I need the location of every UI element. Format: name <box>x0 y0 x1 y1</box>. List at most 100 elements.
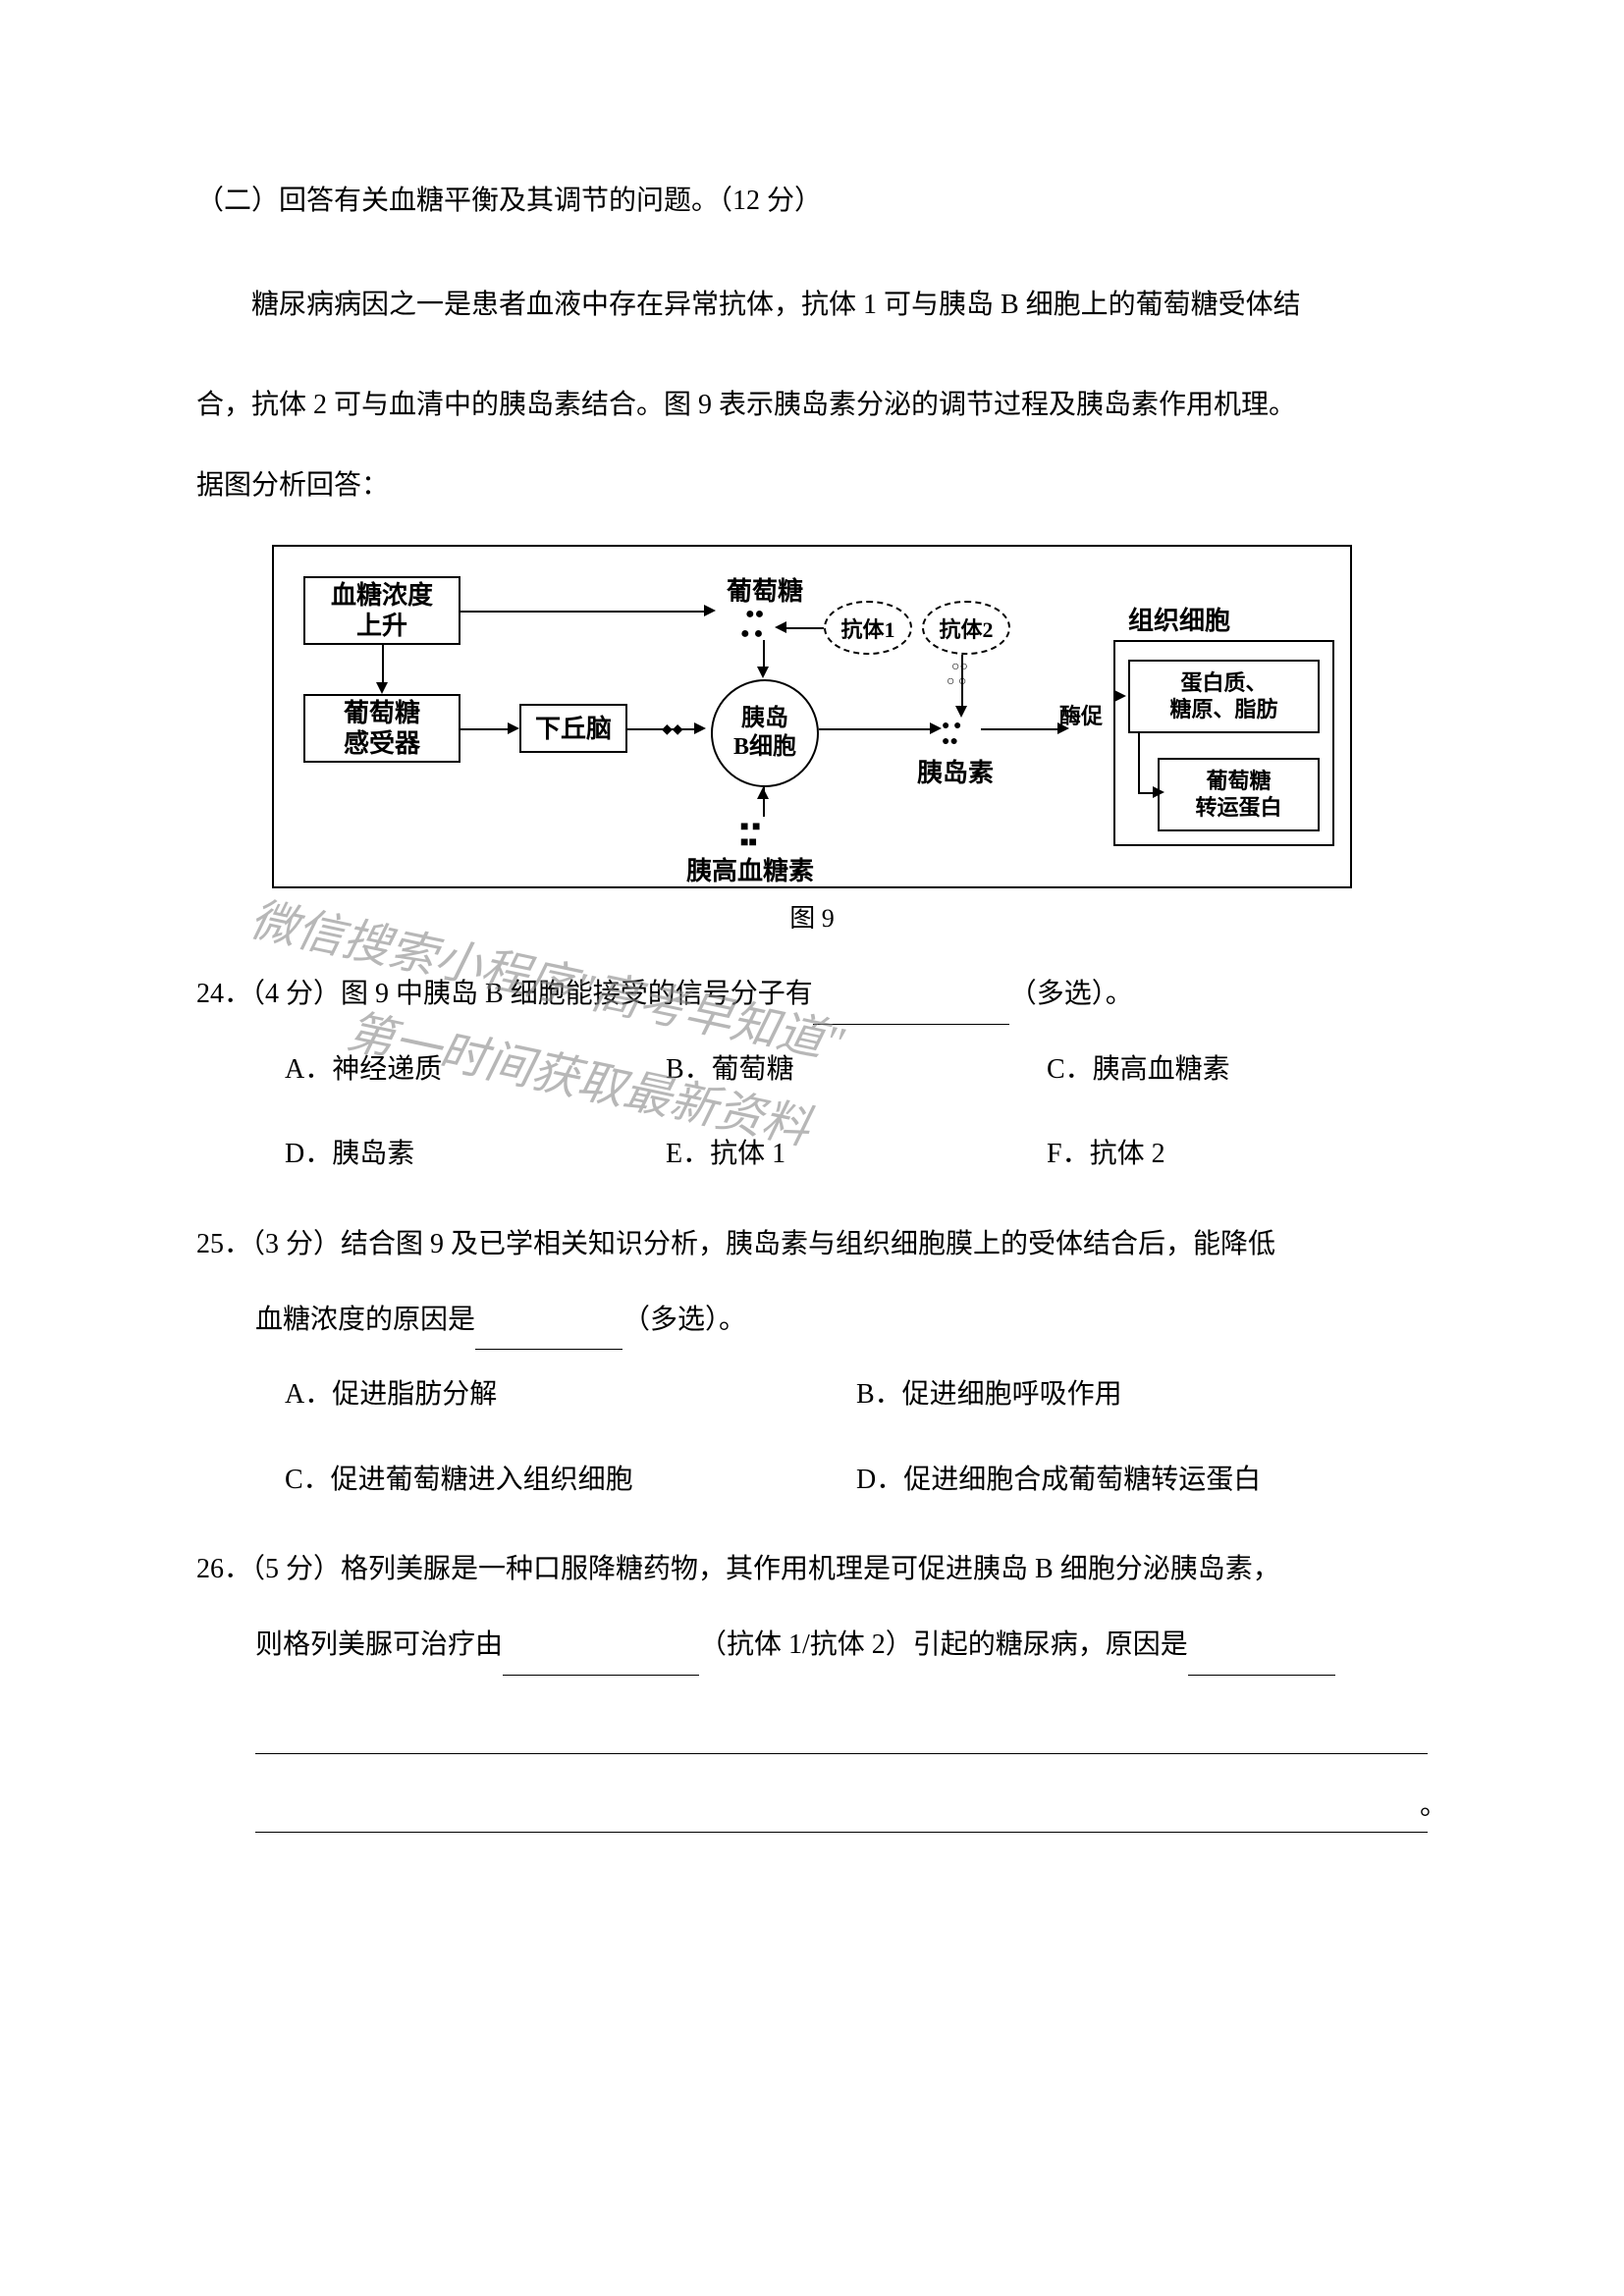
question-24-text: 24．（4 分）图 9 中胰岛 B 细胞能接受的信号分子有 （多选）。 <box>196 964 1428 1025</box>
question-25-text-2: 血糖浓度的原因是 （多选）。 <box>196 1290 1428 1351</box>
arrow-head <box>1153 786 1164 798</box>
q24-stem: 图 9 中胰岛 B 细胞能接受的信号分子有 <box>341 979 813 1009</box>
arrow-head <box>757 787 769 799</box>
q24-number: 24． <box>196 979 251 1009</box>
q26-stem: 格列美脲是一种口服降糖药物，其作用机理是可促进胰岛 B 细胞分泌胰岛素， <box>341 1554 1280 1584</box>
arrow-head <box>775 621 786 633</box>
arrow <box>1138 733 1140 792</box>
node-glucagon-label: 胰高血糖素 <box>686 851 814 887</box>
intro-paragraph-1: 糖尿病病因之一是患者血液中存在异常抗体，抗体 1 可与胰岛 B 细胞上的葡萄糖受… <box>196 275 1428 336</box>
node-tissue-cell-label: 组织细胞 <box>1128 601 1230 637</box>
node-label: 蛋白质、 糖原、脂肪 <box>1169 670 1277 722</box>
intro-paragraph-2: 合，抗体 2 可与血清中的胰岛素结合。图 9 表示胰岛素分泌的调节过程及胰岛素作… <box>196 375 1428 436</box>
option-24F: F．抗体 2 <box>1047 1124 1428 1185</box>
node-label: 葡萄糖 感受器 <box>344 698 420 759</box>
q26-number: 26． <box>196 1554 251 1584</box>
node-label: 下丘脑 <box>535 714 612 744</box>
node-label: 抗体2 <box>939 613 993 644</box>
diagram-caption: 图 9 <box>196 898 1428 934</box>
option-24B: B．葡萄糖 <box>666 1040 1047 1100</box>
option-24E: E．抗体 1 <box>666 1124 1047 1185</box>
node-islet-b-cell: 胰岛 B细胞 <box>711 679 819 787</box>
arrow-head <box>508 722 519 734</box>
diagram-figure-9: 血糖浓度 上升 葡萄糖 感受器 下丘脑 ◆◆ 胰岛 B细胞 葡萄糖 ●● ● ● <box>272 545 1352 888</box>
question-25: 25．（3 分）结合图 9 及已学相关知识分析，胰岛素与组织细胞膜上的受体结合后… <box>196 1214 1428 1510</box>
q25-number: 25． <box>196 1229 251 1259</box>
node-label: 胰岛 B细胞 <box>733 705 796 762</box>
question-24: 24．（4 分）图 9 中胰岛 B 细胞能接受的信号分子有 （多选）。 A．神经递… <box>196 964 1428 1185</box>
q24-options: A．神经递质 B．葡萄糖 C．胰高血糖素 D．胰岛素 E．抗体 1 F．抗体 2 <box>196 1040 1428 1185</box>
node-label: 葡萄糖 <box>727 577 803 606</box>
node-insulin-label: 胰岛素 <box>917 753 994 789</box>
arrow <box>961 655 963 709</box>
arrow <box>382 645 384 684</box>
answer-blank[interactable] <box>503 1648 699 1676</box>
node-label: 酶促 <box>1059 704 1103 728</box>
arrow-head <box>930 722 942 734</box>
glucose-dots: ●● <box>745 606 764 623</box>
question-26-text-2: 则格列美脲可治疗由 （抗体 1/抗体 2）引起的糖尿病，原因是 <box>196 1615 1428 1676</box>
q26-points: （5 分） <box>251 1554 341 1584</box>
arrow <box>460 611 706 613</box>
question-25-text: 25．（3 分）结合图 9 及已学相关知识分析，胰岛素与组织细胞膜上的受体结合后… <box>196 1214 1428 1275</box>
q25-suffix: （多选）。 <box>623 1305 746 1335</box>
answer-blank-long[interactable] <box>255 1715 1428 1754</box>
node-label: 胰高血糖素 <box>686 857 814 885</box>
arrow-head <box>376 682 388 694</box>
option-25B: B．促进细胞呼吸作用 <box>856 1364 1428 1425</box>
option-24C: C．胰高血糖素 <box>1047 1040 1428 1100</box>
arrow-head <box>694 722 706 734</box>
node-label: 胰岛素 <box>917 759 994 787</box>
q26-prefix: 则格列美脲可治疗由 <box>255 1629 503 1660</box>
q25-points: （3 分） <box>251 1229 341 1259</box>
answer-blank-long[interactable]: 。 <box>255 1793 1428 1833</box>
node-glucose-label: 葡萄糖 <box>716 571 814 608</box>
arrow-head <box>704 605 716 616</box>
answer-blank[interactable] <box>1188 1648 1335 1676</box>
option-25A: A．促进脂肪分解 <box>285 1364 856 1425</box>
node-glucose-receptor: 葡萄糖 感受器 <box>303 694 460 763</box>
arrow-head <box>757 667 769 678</box>
arrow-head <box>1114 690 1126 702</box>
node-blood-sugar-rise: 血糖浓度 上升 <box>303 576 460 645</box>
glucagon-dots: ■ ■■■ <box>740 820 760 851</box>
insulin-dots: ● ●●● <box>942 719 961 750</box>
antibody2-dots: ○ ○ <box>947 674 966 690</box>
q24-suffix: （多选）。 <box>1009 979 1133 1009</box>
arrow <box>981 728 1059 730</box>
section-header: （二）回答有关血糖平衡及其调节的问题。（12 分） <box>196 177 1428 226</box>
arrow <box>763 640 765 669</box>
question-26: 26．（5 分）格列美脲是一种口服降糖药物，其作用机理是可促进胰岛 B 细胞分泌… <box>196 1539 1428 1832</box>
node-label: 抗体1 <box>840 613 894 644</box>
glucose-dots: ● ● <box>740 625 763 643</box>
option-25C: C．促进葡萄糖进入组织细胞 <box>285 1450 856 1511</box>
node-antibody2: 抗体2 <box>922 601 1010 655</box>
node-label: 葡萄糖 转运蛋白 <box>1195 769 1281 821</box>
answer-blank[interactable] <box>813 997 1009 1025</box>
q25-options: A．促进脂肪分解 B．促进细胞呼吸作用 C．促进葡萄糖进入组织细胞 D．促进细胞… <box>196 1364 1428 1510</box>
neuron-marker: ◆◆ <box>662 721 683 738</box>
intro-paragraph-3: 据图分析回答： <box>196 455 1428 516</box>
antibody2-dots: ○○ <box>951 660 968 675</box>
answer-blank[interactable] <box>475 1322 623 1350</box>
arrow <box>819 728 932 730</box>
q25-stem: 结合图 9 及已学相关知识分析，胰岛素与组织细胞膜上的受体结合后，能降低 <box>341 1229 1275 1259</box>
node-hypothalamus: 下丘脑 <box>519 704 627 753</box>
period: 。 <box>1420 1776 1447 1837</box>
arrow <box>460 728 510 730</box>
option-25D: D．促进细胞合成葡萄糖转运蛋白 <box>856 1450 1428 1511</box>
node-glucose-transporter: 葡萄糖 转运蛋白 <box>1158 758 1320 831</box>
q26-blanks: 。 <box>196 1715 1428 1833</box>
exam-page: （二）回答有关血糖平衡及其调节的问题。（12 分） 糖尿病病因之一是患者血液中存… <box>0 0 1624 2049</box>
node-enzyme-label: 酶促 <box>1059 699 1103 730</box>
q26-mid: （抗体 1/抗体 2）引起的糖尿病，原因是 <box>699 1629 1188 1660</box>
arrow <box>786 627 824 629</box>
option-24A: A．神经递质 <box>285 1040 666 1100</box>
q25-stem2: 血糖浓度的原因是 <box>255 1305 475 1335</box>
arrow-head <box>955 706 967 718</box>
node-antibody1: 抗体1 <box>824 601 912 655</box>
node-protein-etc: 蛋白质、 糖原、脂肪 <box>1128 660 1320 733</box>
node-label: 组织细胞 <box>1128 607 1230 635</box>
node-label: 血糖浓度 上升 <box>331 580 433 641</box>
q24-points: （4 分） <box>251 979 341 1009</box>
